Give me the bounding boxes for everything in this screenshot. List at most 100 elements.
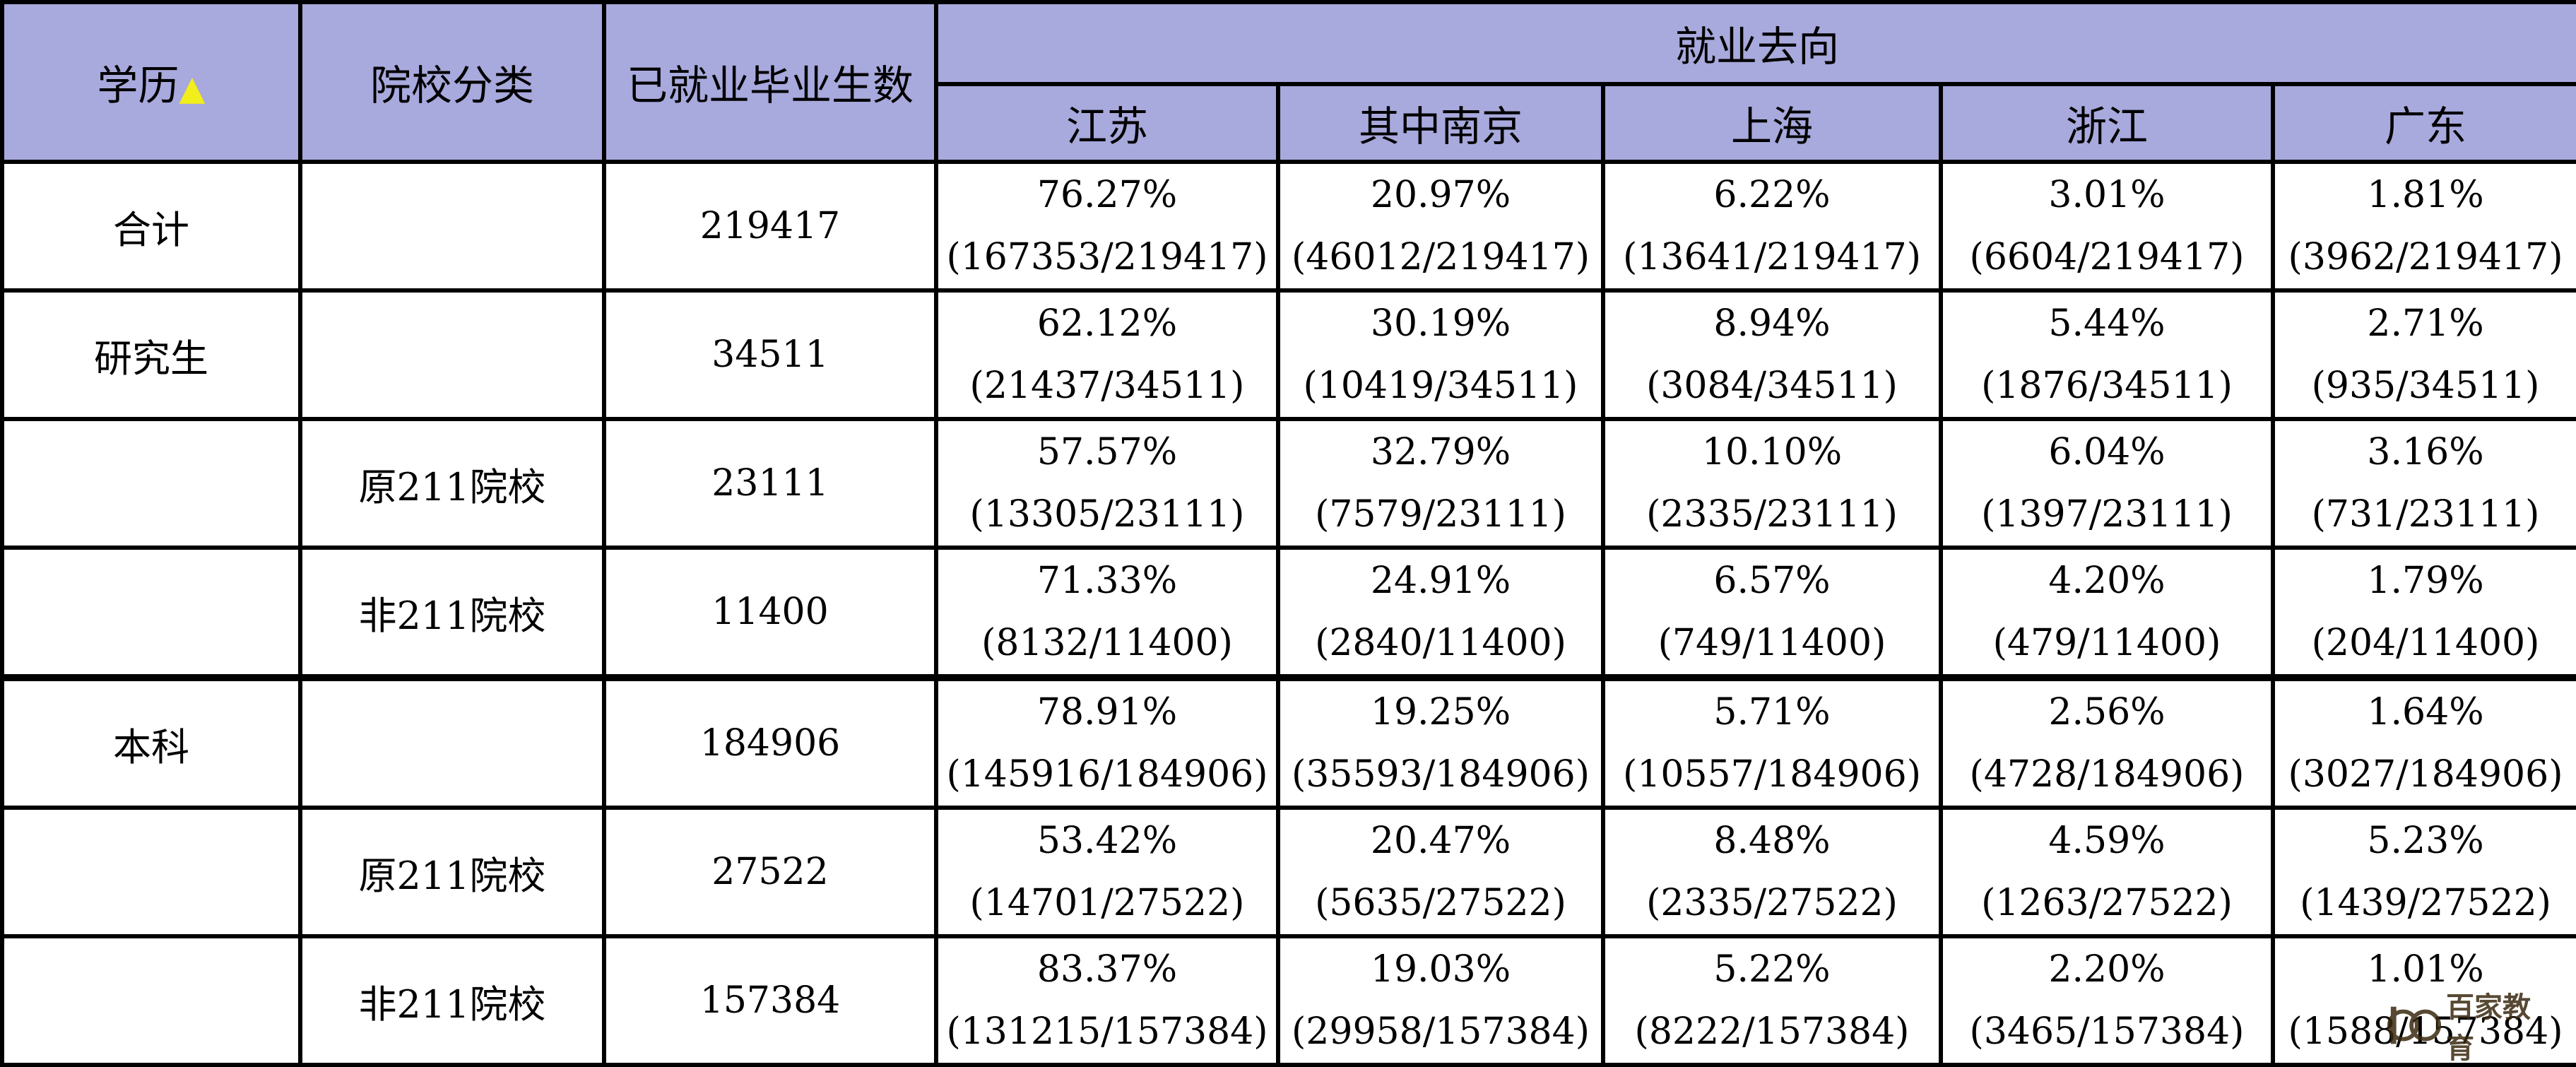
- percentage-value: 24.91%: [1370, 560, 1511, 602]
- destination-cell: 1.64% (3027/184906): [2270, 674, 2576, 810]
- education-cell: [0, 806, 302, 938]
- school-type-cell: [298, 160, 606, 293]
- percentage-value: 83.37%: [1036, 948, 1178, 991]
- school-type-cell: 原211院校: [298, 806, 606, 938]
- triangle-up-icon[interactable]: ▲: [179, 69, 206, 108]
- destination-cell: 5.71% (10557/184906): [1601, 674, 1943, 810]
- table-row: 合计 219417 76.27% (167353/219417) 20.97% (4601…: [0, 160, 2576, 293]
- fraction-value: (7579/23111): [1315, 493, 1566, 536]
- percentage-value: 5.22%: [1713, 948, 1831, 991]
- destination-cell: 5.22% (8222/157384): [1601, 934, 1943, 1067]
- percentage-value: 19.25%: [1370, 691, 1511, 733]
- percentage-value: 2.20%: [2048, 948, 2166, 991]
- fraction-value: (6604/219417): [1969, 236, 2245, 278]
- education-cell: 合计: [0, 160, 302, 293]
- fraction-value: (1263/27522): [1981, 882, 2233, 924]
- school-type-cell: 非211院校: [298, 546, 606, 680]
- fraction-value: (21437/34511): [969, 365, 1245, 407]
- fraction-value: (479/11400): [1992, 622, 2221, 664]
- percentage-value: 5.44%: [2048, 302, 2166, 345]
- destination-cell: 20.47% (5635/27522): [1276, 806, 1605, 938]
- header-dest-jiangsu: 江苏: [934, 82, 1280, 164]
- fraction-value: (14701/27522): [969, 882, 1245, 924]
- employed-count-cell: 184906: [602, 674, 938, 810]
- fraction-value: (131215/157384): [946, 1010, 1268, 1053]
- destination-cell: 78.91% (145916/184906): [934, 674, 1280, 810]
- destination-cell: 4.20% (479/11400): [1939, 546, 2275, 680]
- destination-cell: 6.22% (13641/219417): [1601, 160, 1943, 293]
- destination-cell: 83.37% (131215/157384): [934, 934, 1280, 1067]
- fraction-value: (35593/184906): [1291, 753, 1590, 796]
- school-type-cell: [298, 288, 606, 421]
- percentage-value: 1.01%: [2367, 948, 2484, 991]
- destination-cell: 19.25% (35593/184906): [1276, 674, 1605, 810]
- header-dest-nanjing: 其中南京: [1276, 82, 1605, 164]
- education-cell: 本科: [0, 674, 302, 810]
- percentage-value: 4.20%: [2048, 560, 2166, 602]
- fraction-value: (1876/34511): [1981, 365, 2233, 407]
- school-type-cell: 非211院校: [298, 934, 606, 1067]
- fraction-value: (1397/23111): [1981, 493, 2233, 536]
- header-dest-shanghai: 上海: [1601, 82, 1943, 164]
- destination-cell: 57.57% (13305/23111): [934, 417, 1280, 550]
- fraction-value: (46012/219417): [1291, 236, 1590, 278]
- destination-cell: 3.01% (6604/219417): [1939, 160, 2275, 293]
- logo-icon: [2387, 1006, 2442, 1044]
- destination-cell: 2.71% (935/34511): [2270, 288, 2576, 421]
- destination-cell: 1.79% (204/11400): [2270, 546, 2576, 680]
- fraction-value: (749/11400): [1658, 622, 1886, 664]
- percentage-value: 3.01%: [2048, 174, 2166, 216]
- fraction-value: (3465/157384): [1969, 1010, 2245, 1053]
- percentage-value: 20.47%: [1370, 820, 1511, 862]
- percentage-value: 78.91%: [1036, 691, 1178, 733]
- destination-cell: 6.57% (749/11400): [1601, 546, 1943, 680]
- header-education[interactable]: 学历▲: [0, 0, 302, 164]
- fraction-value: (2335/23111): [1646, 493, 1898, 536]
- percentage-value: 53.42%: [1036, 820, 1178, 862]
- destination-cell: 8.94% (3084/34511): [1601, 288, 1943, 421]
- percentage-value: 71.33%: [1036, 560, 1178, 602]
- table-row: 原211院校 23111 57.57% (13305/23111) 32.79% (757…: [0, 417, 2576, 550]
- destination-cell: 2.20% (3465/157384): [1939, 934, 2275, 1067]
- fraction-value: (10557/184906): [1622, 753, 1922, 796]
- fraction-value: (3027/184906): [2288, 753, 2563, 796]
- percentage-value: 8.94%: [1713, 302, 1831, 345]
- percentage-value: 2.71%: [2367, 302, 2484, 345]
- percentage-value: 6.57%: [1713, 560, 1831, 602]
- destination-cell: 20.97% (46012/219417): [1276, 160, 1605, 293]
- fraction-value: (204/11400): [2311, 622, 2540, 664]
- percentage-value: 76.27%: [1036, 174, 1178, 216]
- percentage-value: 57.57%: [1036, 431, 1178, 473]
- fraction-value: (4728/184906): [1969, 753, 2245, 796]
- table-row: 非211院校 11400 71.33% (8132/11400) 24.91% (2840…: [0, 546, 2576, 680]
- header-destination: 就业去向: [933, 0, 2576, 86]
- destination-cell: 32.79% (7579/23111): [1276, 417, 1605, 550]
- employed-count-cell: 219417: [602, 160, 938, 293]
- education-cell: 研究生: [0, 288, 302, 421]
- percentage-value: 1.79%: [2367, 560, 2484, 602]
- header-education-label: 学历: [97, 61, 179, 110]
- destination-cell: 1.81% (3962/219417): [2270, 160, 2576, 293]
- destination-cell: 1.01% (1588/157384): [2270, 934, 2576, 1067]
- fraction-value: (5635/27522): [1315, 882, 1566, 924]
- fraction-value: (3962/219417): [2288, 236, 2563, 278]
- fraction-value: (145916/184906): [946, 753, 1268, 796]
- destination-cell: 2.56% (4728/184906): [1939, 674, 2275, 810]
- percentage-value: 3.16%: [2367, 431, 2484, 473]
- fraction-value: (8132/11400): [981, 622, 1233, 664]
- watermark-text: 百家教育: [2446, 991, 2531, 1065]
- school-type-cell: [298, 674, 606, 810]
- fraction-value: (1439/27522): [2300, 882, 2551, 924]
- header-dest-guangdong: 广东: [2270, 82, 2576, 164]
- education-cell: [0, 417, 302, 550]
- destination-cell: 5.44% (1876/34511): [1939, 288, 2275, 421]
- table-row: 原211院校 27522 53.42% (14701/27522) 20.47% (563…: [0, 806, 2576, 938]
- destination-cell: 62.12% (21437/34511): [934, 288, 1280, 421]
- destination-cell: 24.91% (2840/11400): [1276, 546, 1605, 680]
- education-cell: [0, 546, 302, 680]
- fraction-value: (2840/11400): [1315, 622, 1566, 664]
- education-cell: [0, 934, 302, 1067]
- percentage-value: 19.03%: [1370, 948, 1511, 991]
- fraction-value: (29958/157384): [1291, 1010, 1590, 1053]
- percentage-value: 30.19%: [1370, 302, 1511, 345]
